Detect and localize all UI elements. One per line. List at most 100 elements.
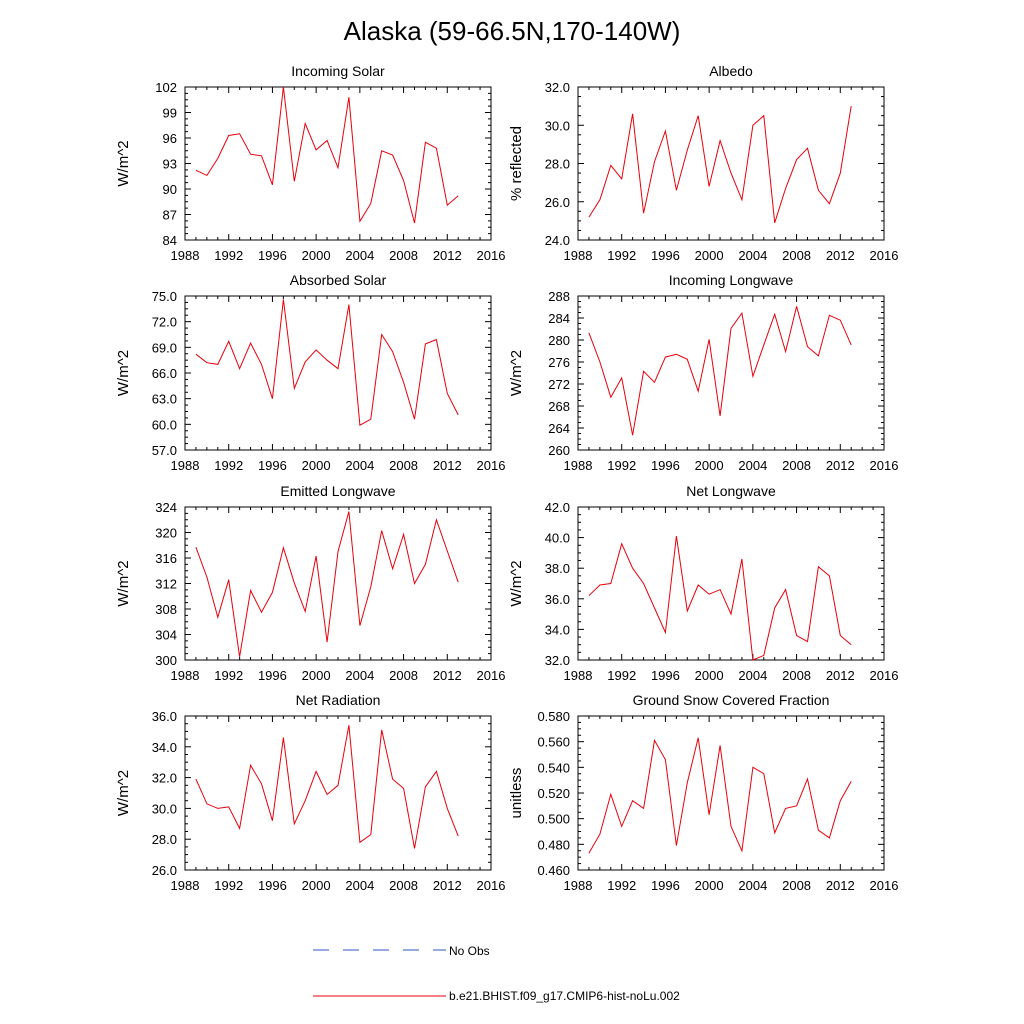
x-tick-label: 2008 (782, 668, 811, 683)
x-tick-label: 1996 (651, 668, 680, 683)
x-tick-label: 1992 (214, 248, 243, 263)
panel-title: Net Longwave (686, 483, 776, 499)
x-tick-label: 2012 (826, 668, 855, 683)
series-line (195, 511, 459, 657)
y-tick-label: 90 (163, 182, 177, 197)
y-tick-label: 30.0 (152, 801, 177, 816)
panel-8: Ground Snow Covered Fraction 1988 1992 1996… (508, 692, 898, 893)
x-tick-label: 2004 (738, 458, 767, 473)
y-tick-label: 284 (548, 311, 570, 326)
x-tick-label: 2004 (345, 878, 374, 893)
y-tick-label: 0.580 (537, 709, 570, 724)
x-tick-label: 2012 (433, 458, 462, 473)
x-tick-label: 1996 (258, 248, 287, 263)
x-tick-label: 2000 (695, 458, 724, 473)
y-tick-label: 300 (155, 653, 177, 668)
x-tick-label: 1988 (564, 878, 593, 893)
panel-1: Incoming Solar 1988 1992 1996 2000 2004 2008 20… (115, 63, 505, 263)
x-tick-label: 2012 (826, 458, 855, 473)
y-tick-label: 57.0 (152, 443, 177, 458)
y-tick-label: 34.0 (545, 622, 570, 637)
y-axis-label: W/m^2 (508, 350, 525, 396)
x-tick-label: 2016 (477, 878, 506, 893)
x-tick-label: 2016 (477, 458, 506, 473)
plot-frame (184, 506, 492, 661)
x-tick-label: 2008 (389, 248, 418, 263)
legend-label-model: b.e21.BHIST.f09_g17.CMIP6-hist-noLu.002 (449, 989, 680, 1003)
y-tick-label: 69.0 (152, 340, 177, 355)
x-tick-label: 2000 (695, 668, 724, 683)
y-tick-label: 28.0 (152, 832, 177, 847)
x-tick-label: 2016 (477, 668, 506, 683)
series-line (588, 536, 852, 661)
x-tick-label: 2004 (345, 668, 374, 683)
y-tick-label: 38.0 (545, 561, 570, 576)
x-tick-label: 1988 (564, 458, 593, 473)
x-tick-label: 2012 (826, 248, 855, 263)
x-tick-label: 2016 (870, 878, 899, 893)
panel-6: Net Longwave 1988 1992 1996 2000 2004 2008 2012… (508, 483, 898, 683)
x-tick-label: 1992 (607, 878, 636, 893)
y-tick-label: 84 (163, 233, 177, 248)
y-tick-label: 36.0 (152, 709, 177, 724)
y-tick-label: 0.520 (537, 786, 570, 801)
y-tick-label: 40.0 (545, 531, 570, 546)
y-tick-label: 32.0 (545, 653, 570, 668)
y-axis-label: W/m^2 (115, 350, 132, 396)
x-tick-label: 2000 (695, 878, 724, 893)
y-tick-label: 75.0 (152, 289, 177, 304)
y-tick-label: 87 (163, 208, 177, 223)
plot-frame (184, 295, 492, 451)
x-tick-label: 1988 (171, 248, 200, 263)
y-tick-label: 308 (155, 602, 177, 617)
panel-title: Incoming Solar (291, 63, 385, 79)
y-tick-label: 304 (155, 628, 177, 643)
panel-3: Absorbed Solar 1988 1992 1996 2000 2004 2008 20… (115, 272, 505, 473)
y-tick-label: 60.0 (152, 417, 177, 432)
y-tick-label: 96 (163, 131, 177, 146)
x-tick-label: 1992 (214, 878, 243, 893)
y-axis-label: W/m^2 (115, 560, 132, 606)
x-tick-label: 2000 (302, 458, 331, 473)
y-tick-label: 0.560 (537, 735, 570, 750)
y-tick-label: 320 (155, 526, 177, 541)
y-tick-label: 288 (548, 289, 570, 304)
x-tick-label: 2008 (782, 248, 811, 263)
x-tick-label: 2004 (738, 878, 767, 893)
x-tick-label: 2000 (302, 668, 331, 683)
y-tick-label: 102 (155, 80, 177, 95)
y-tick-label: 276 (548, 355, 570, 370)
y-tick-label: 26.0 (152, 863, 177, 878)
y-axis-label: W/m^2 (508, 560, 525, 606)
y-tick-label: 0.540 (537, 760, 570, 775)
x-tick-label: 1992 (214, 458, 243, 473)
y-tick-label: 0.480 (537, 837, 570, 852)
panel-title: Emitted Longwave (280, 483, 395, 499)
y-tick-label: 32.0 (152, 771, 177, 786)
x-tick-label: 2016 (870, 668, 899, 683)
series-line (195, 86, 459, 224)
panel-title: Net Radiation (296, 692, 381, 708)
panel-title: Absorbed Solar (290, 272, 387, 288)
x-tick-label: 2008 (389, 668, 418, 683)
plot-frame (577, 506, 885, 661)
x-tick-label: 1992 (607, 458, 636, 473)
y-tick-label: 72.0 (152, 315, 177, 330)
y-axis-label: W/m^2 (115, 770, 132, 816)
y-tick-label: 34.0 (152, 740, 177, 755)
y-tick-label: 260 (548, 443, 570, 458)
series-line (195, 299, 459, 427)
panel-title: Ground Snow Covered Fraction (633, 692, 830, 708)
y-tick-label: 28.0 (545, 157, 570, 172)
plot-frame (577, 715, 885, 871)
x-tick-label: 2016 (870, 458, 899, 473)
x-tick-label: 2004 (345, 248, 374, 263)
y-tick-label: 30.0 (545, 118, 570, 133)
legend: No Obs b.e21.BHIST.f09_g17.CMIP6-hist-noL… (313, 944, 680, 1003)
y-tick-label: 36.0 (545, 592, 570, 607)
y-tick-label: 63.0 (152, 392, 177, 407)
x-tick-label: 1996 (651, 458, 680, 473)
x-tick-label: 2008 (782, 878, 811, 893)
x-tick-label: 2012 (433, 248, 462, 263)
x-tick-label: 1992 (607, 248, 636, 263)
